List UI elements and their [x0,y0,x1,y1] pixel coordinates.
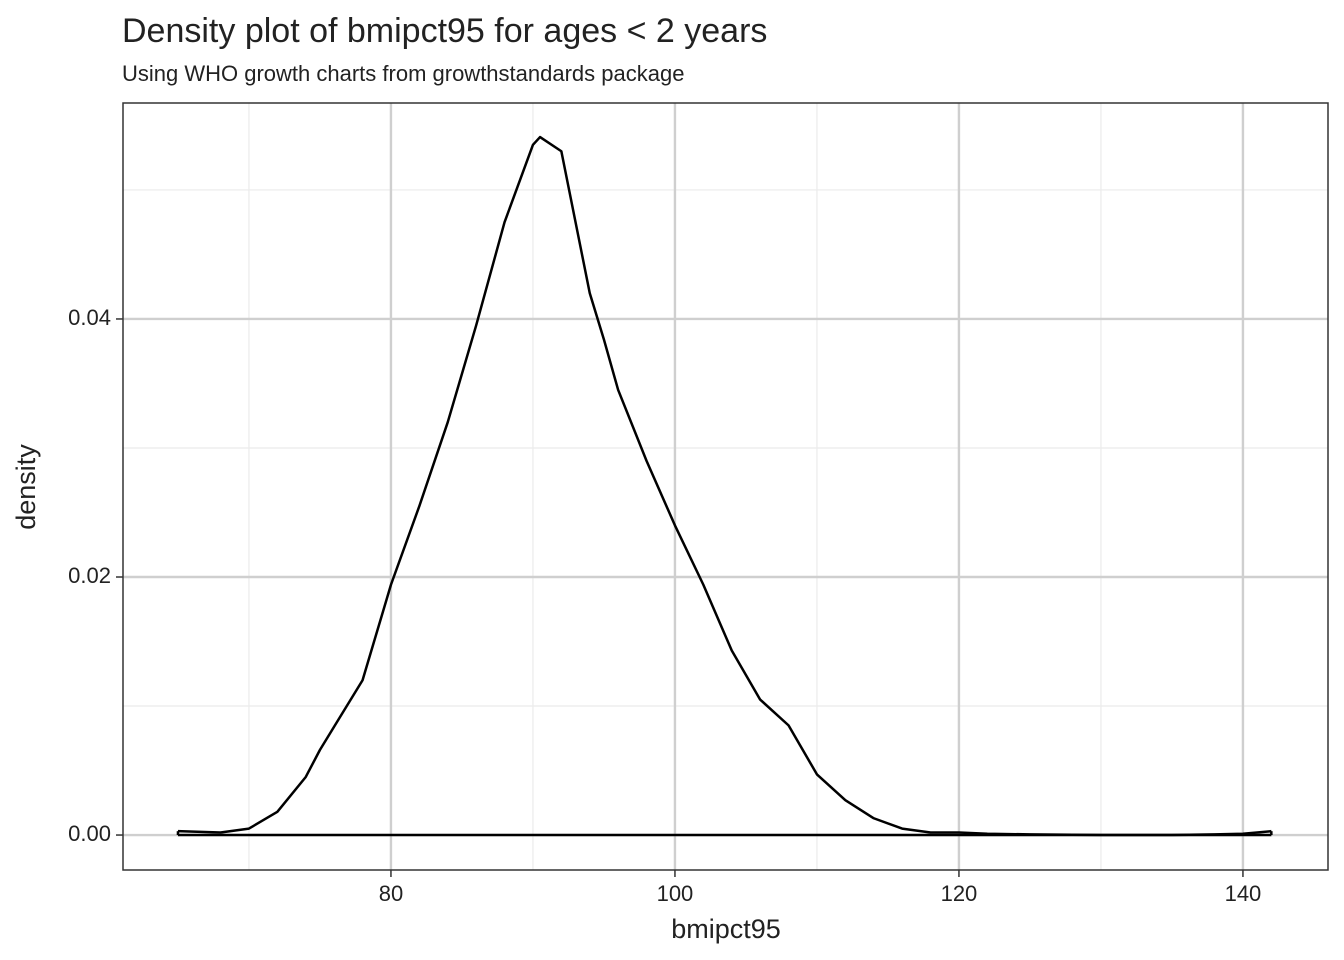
chart-title: Density plot of bmipct95 for ages < 2 ye… [122,12,767,50]
panel-border [122,102,1329,871]
y-tick-label: 0.02 [68,563,111,588]
y-tick-label: 0.04 [68,305,111,330]
density-curve [177,135,1272,837]
x-tick-label: 120 [941,881,978,906]
x-tick-label: 140 [1225,881,1262,906]
x-axis-title: bmipct95 [671,914,781,944]
y-axis-title: density [11,444,41,530]
x-tick-label: 80 [379,881,403,906]
chart-subtitle: Using WHO growth charts from growthstand… [122,61,684,86]
x-tick-label: 100 [657,881,694,906]
y-tick-label: 0.00 [68,821,111,846]
